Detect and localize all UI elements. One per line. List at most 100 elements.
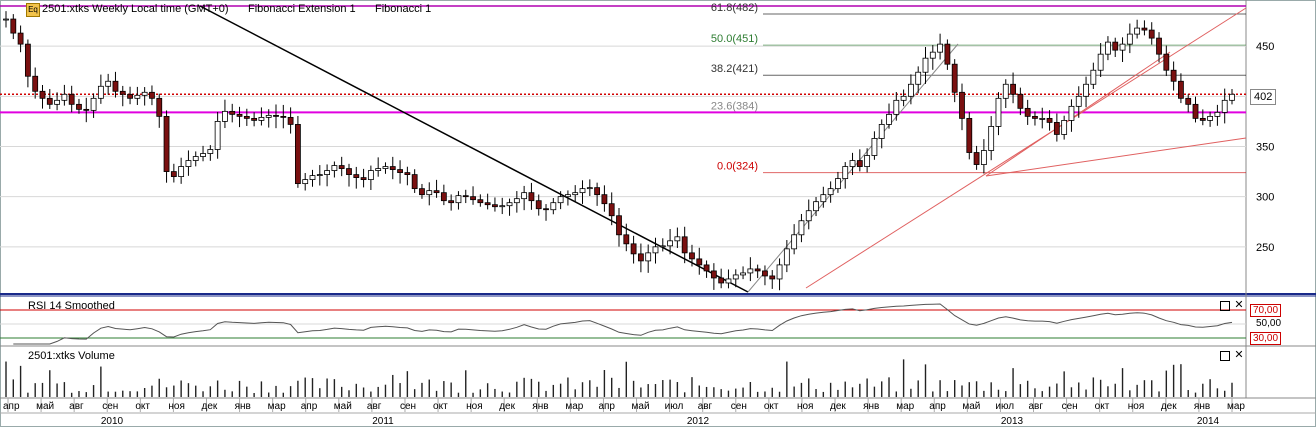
candle-body: [149, 91, 155, 99]
candle-body: [338, 165, 345, 169]
lower-support-line: [985, 137, 1247, 177]
candle-body: [367, 170, 374, 181]
candle-body: [703, 264, 710, 272]
month-label: июл: [665, 401, 684, 412]
volume-panel-title[interactable]: 2501:xtks Volume: [28, 350, 115, 362]
study-fibonacci[interactable]: Fibonacci 1: [375, 3, 432, 15]
price-tick-label: 450: [1256, 41, 1274, 53]
downtrend-line: [199, 5, 749, 293]
month-label: окт: [433, 401, 448, 412]
candle-body: [484, 202, 491, 206]
candle-body: [207, 149, 214, 154]
month-label: май: [632, 401, 650, 412]
month-label: апр: [598, 401, 615, 412]
candle-body: [1178, 80, 1184, 99]
candle-body: [637, 253, 644, 262]
candle-body: [1199, 117, 1206, 121]
year-label: 2010: [101, 416, 124, 427]
candle-body: [295, 124, 301, 185]
candle-body: [659, 245, 666, 248]
candle-body: [170, 171, 177, 177]
candle-body: [623, 234, 630, 245]
candle-body: [754, 268, 761, 272]
candle-body: [1134, 27, 1141, 35]
candle-body: [200, 153, 206, 157]
month-label: янв: [1194, 401, 1210, 412]
candle-body: [1170, 69, 1177, 82]
study-fibonacci-extension[interactable]: Fibonacci Extension 1: [248, 3, 356, 15]
candle-body: [1097, 53, 1104, 71]
candle-body: [689, 252, 695, 260]
candle-body: [798, 220, 805, 236]
candle-body: [1017, 93, 1024, 109]
candle-body: [900, 95, 907, 101]
month-label: апр: [929, 401, 946, 412]
candle-body: [229, 110, 236, 115]
volume-maximize-icon[interactable]: [1220, 351, 1230, 361]
volume-bars: [5, 359, 1233, 397]
candle-body: [528, 192, 535, 202]
candle-body: [886, 113, 892, 125]
candle-body: [324, 170, 330, 175]
candle-body: [944, 43, 951, 65]
candle-body: [1163, 53, 1170, 71]
fibonacci-levels: 61.8(482) 50.0(451) 38.2(421) 23.6(384) 0.0(…: [0, 2, 1246, 174]
candle-body: [856, 160, 863, 167]
candle-body: [1010, 83, 1016, 95]
candle-body: [1032, 115, 1038, 119]
rsi-line: [0, 303, 1246, 345]
candle-body: [185, 160, 192, 167]
rsi-close-icon[interactable]: ✕: [1234, 299, 1244, 311]
inner-trend-line: [985, 51, 1171, 177]
candle-body: [141, 91, 148, 96]
candle-body: [980, 150, 987, 165]
month-label: дек: [201, 401, 217, 412]
rsi-maximize-icon[interactable]: [1220, 301, 1230, 311]
price-tick-label: 250: [1256, 242, 1274, 254]
candle-body: [988, 126, 995, 151]
rsi-panel-title[interactable]: RSI 14 Smoothed: [28, 300, 115, 312]
candle-body: [849, 160, 856, 167]
candle-body: [214, 121, 221, 150]
year-label: 2013: [1001, 416, 1024, 427]
candle-body: [273, 114, 279, 117]
candle-body: [842, 166, 849, 180]
candle-body: [959, 91, 965, 119]
candle-body: [316, 174, 323, 176]
price-tick-label: 350: [1256, 141, 1274, 153]
candle-body: [251, 117, 258, 121]
candle-body: [1105, 41, 1111, 55]
month-label: сен: [102, 401, 118, 412]
candle-body: [565, 194, 571, 198]
symbol-icon[interactable]: Eq: [26, 3, 40, 17]
candle-body: [1148, 29, 1155, 39]
month-label: авг: [367, 401, 382, 412]
chart-title[interactable]: 2501:xtks Weekly Local time (GMT+0): [42, 3, 229, 15]
candle-body: [127, 93, 133, 99]
candle-body: [929, 51, 936, 59]
candle-body: [594, 187, 601, 196]
candle-body: [908, 83, 914, 97]
fib-level-label: 23.6(384): [711, 100, 758, 112]
month-label: ноя: [797, 401, 814, 412]
candle-body: [1119, 43, 1126, 51]
fib-level-label: 38.2(421): [711, 63, 758, 75]
month-label: окт: [1095, 401, 1110, 412]
candle-body: [732, 274, 739, 280]
candle-body: [762, 270, 768, 277]
candle-body: [827, 188, 834, 196]
candle-body: [820, 194, 827, 203]
candle-body: [1083, 83, 1089, 97]
volume-close-icon[interactable]: ✕: [1234, 349, 1244, 361]
candle-body: [433, 190, 440, 194]
month-label: мар: [268, 401, 286, 412]
candle-body: [966, 117, 973, 153]
candle-body: [1068, 105, 1075, 121]
candle-body: [470, 196, 476, 201]
candle-body: [579, 188, 586, 194]
candle-body: [360, 177, 367, 181]
candle-body: [46, 97, 53, 105]
candle-body: [90, 97, 97, 111]
candle-body: [805, 210, 812, 222]
